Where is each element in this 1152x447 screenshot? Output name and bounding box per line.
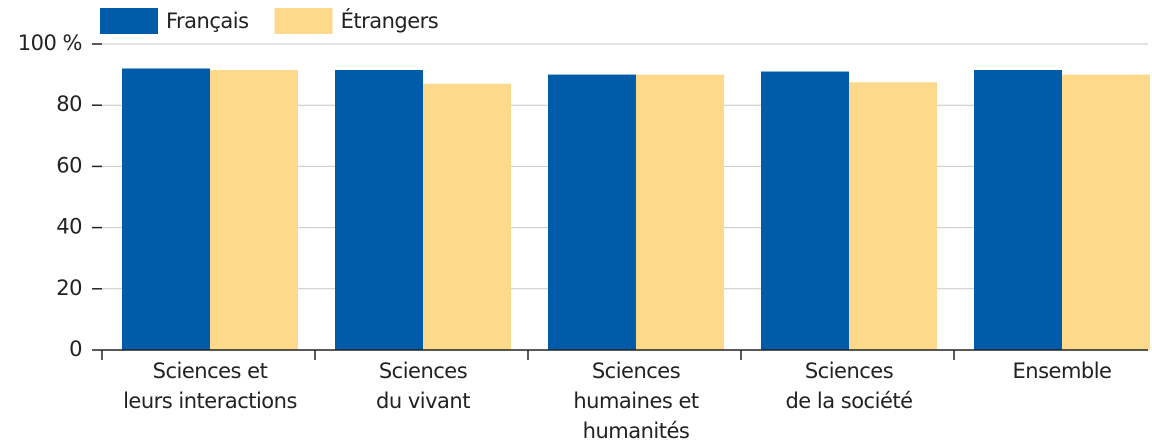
y-tick-label: 0 bbox=[69, 337, 82, 361]
bar bbox=[423, 83, 511, 350]
legend-label: Étrangers bbox=[341, 8, 439, 33]
bar bbox=[1062, 74, 1150, 350]
x-tick-label-line: humaines et bbox=[573, 389, 699, 413]
bar bbox=[335, 70, 423, 350]
x-tick-label-line: humanités bbox=[583, 419, 690, 443]
y-tick-label: 60 bbox=[56, 153, 82, 177]
x-tick-label-line: du vivant bbox=[376, 389, 470, 413]
x-tick-label-line: Sciences bbox=[592, 359, 680, 383]
y-tick-label: 20 bbox=[56, 276, 82, 300]
x-tick-label: Sciences de la société bbox=[785, 359, 912, 413]
y-tick-label: 80 bbox=[56, 92, 82, 116]
bar bbox=[761, 71, 849, 350]
bar bbox=[636, 74, 724, 350]
x-tick-label-line: Sciences bbox=[379, 359, 467, 383]
bar bbox=[122, 68, 210, 350]
bar bbox=[974, 70, 1062, 350]
legend-swatch bbox=[100, 8, 158, 34]
x-tick-label-line: Sciences et bbox=[153, 359, 268, 383]
bar bbox=[849, 82, 937, 350]
x-tick-label-line: Sciences bbox=[805, 359, 893, 383]
y-tick-label: 100 % bbox=[18, 31, 82, 55]
legend-swatch bbox=[274, 8, 333, 34]
x-tick-label: Ensemble bbox=[1013, 359, 1112, 383]
legend-label: Français bbox=[166, 9, 249, 33]
x-tick-label-line: leurs interactions bbox=[123, 389, 297, 413]
x-tick-label: Sciences du vivant bbox=[376, 359, 470, 413]
x-tick-label-line: de la société bbox=[785, 389, 912, 413]
bar bbox=[210, 70, 298, 350]
bar bbox=[548, 74, 636, 350]
x-tick-label: Sciences et leurs interactions bbox=[123, 359, 297, 413]
y-tick-label: 40 bbox=[56, 215, 82, 239]
x-tick-label: Sciences humaines et humanités bbox=[573, 359, 699, 443]
x-tick-label-line: Ensemble bbox=[1013, 359, 1112, 383]
